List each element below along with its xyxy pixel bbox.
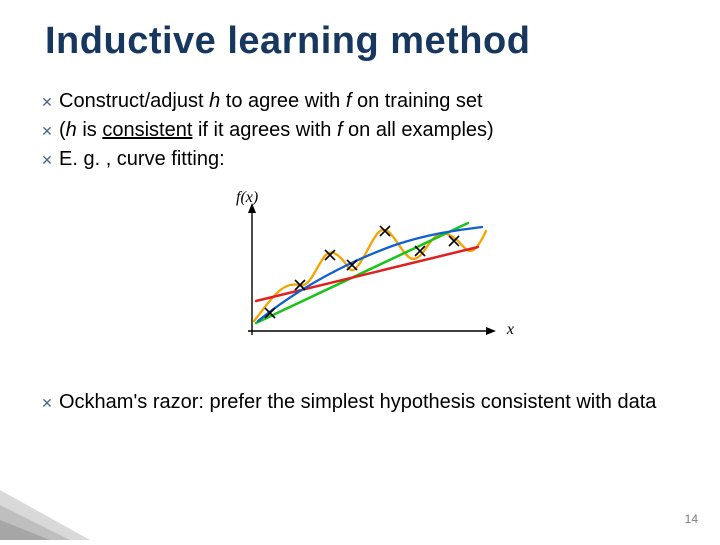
bullet-list-bottom: ✕ Ockham's razor: prefer the simplest hy… [0, 389, 720, 416]
bullet-glyph-icon: ✕ [35, 88, 59, 111]
corner-accent-svg [0, 480, 110, 540]
chart-container: f(x) x [0, 191, 720, 361]
chart-svg [210, 191, 510, 361]
page-number: 14 [685, 512, 698, 526]
bullet-text: (h is consistent if it agrees with f on … [59, 117, 494, 144]
bullet-text: E. g. , curve fitting: [59, 146, 225, 173]
bullet-list-top: ✕ Construct/adjust h to agree with f on … [0, 88, 720, 173]
corner-accent [0, 480, 110, 540]
bullet-text: Construct/adjust h to agree with f on tr… [59, 88, 483, 115]
slide-title: Inductive learning method [0, 0, 720, 88]
bullet-text: Ockham's razor: prefer the simplest hypo… [59, 389, 656, 416]
bullet-item: ✕ (h is consistent if it agrees with f o… [35, 117, 685, 144]
bullet-item: ✕ E. g. , curve fitting: [35, 146, 685, 173]
bullet-item: ✕ Construct/adjust h to agree with f on … [35, 88, 685, 115]
bullet-glyph-icon: ✕ [35, 146, 59, 169]
curve-fitting-chart: f(x) x [210, 191, 510, 361]
bullet-glyph-icon: ✕ [35, 117, 59, 140]
bullet-glyph-icon: ✕ [35, 389, 59, 412]
bullet-item: ✕ Ockham's razor: prefer the simplest hy… [35, 389, 685, 416]
